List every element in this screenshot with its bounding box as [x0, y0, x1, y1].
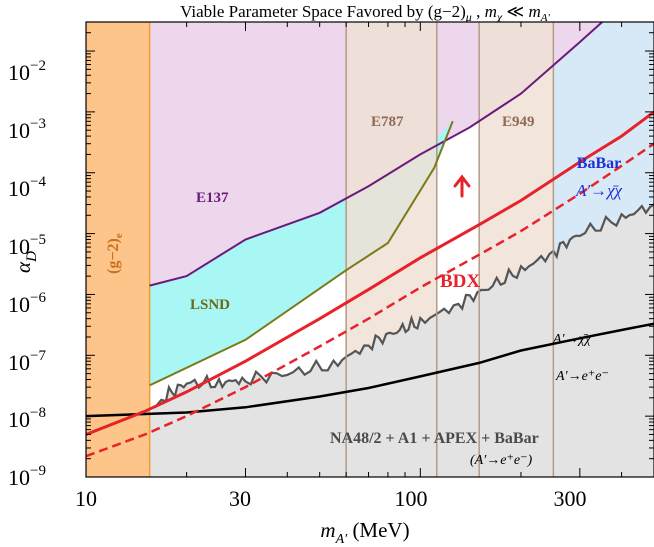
x-tick-label: 10: [75, 486, 97, 511]
y-tick-label: 10−6: [8, 290, 46, 317]
x-tick-label: 30: [229, 486, 251, 511]
x-tick-label: 100: [395, 486, 428, 511]
y-tick-label: 10−5: [8, 232, 46, 259]
lsnd-boundary-line: [149, 120, 454, 387]
y-tick-label: 10−9: [8, 463, 46, 490]
y-axis-ticks: [86, 21, 654, 478]
y-tick-label: 10−4: [8, 174, 46, 201]
y-tick-label: 10−8: [8, 405, 46, 432]
bdx-projection-line: [86, 142, 654, 458]
na48-process-label: (A′→e⁺e⁻): [470, 453, 532, 468]
na48-label: NA48/2 + A1 + APEX + BaBar: [330, 430, 539, 447]
e949-label: E949: [502, 114, 535, 130]
babar-process-label: A′→χ̄χ: [575, 181, 623, 200]
invisible-decay-label: A′→χ̄χ: [552, 332, 592, 347]
x-axis-ticks: [85, 22, 654, 477]
x-tick-label: 300: [554, 486, 587, 511]
bdx-line: [86, 110, 654, 436]
y-tick-label: 10−2: [8, 58, 46, 85]
chart-title: Viable Parameter Space Favored by (g−2)μ…: [180, 2, 550, 24]
na48-boundary-line: [153, 203, 654, 409]
e787-label: E787: [371, 114, 404, 130]
invisible-visible-divider-line: [86, 322, 654, 418]
e137-boundary-line: [149, 22, 603, 287]
lsnd-label: LSND: [190, 297, 230, 313]
plot-frame: [85, 21, 654, 478]
x-axis-label: mA′ (MeV): [320, 518, 409, 547]
y-tick-label: 10−3: [8, 116, 46, 143]
up-arrow-icon: [453, 174, 471, 198]
babar-label: BaBar: [577, 155, 621, 172]
e137-label: E137: [196, 190, 229, 206]
g-2-electron-label: (g−2)e: [105, 233, 125, 274]
bdx-label: BDX: [440, 271, 480, 292]
g-2-electron-region: [86, 22, 150, 477]
y-axis-label: αD: [11, 251, 40, 273]
y-tick-label: 10−7: [8, 348, 46, 375]
visible-decay-label: A′→e⁺e⁻: [555, 369, 609, 384]
